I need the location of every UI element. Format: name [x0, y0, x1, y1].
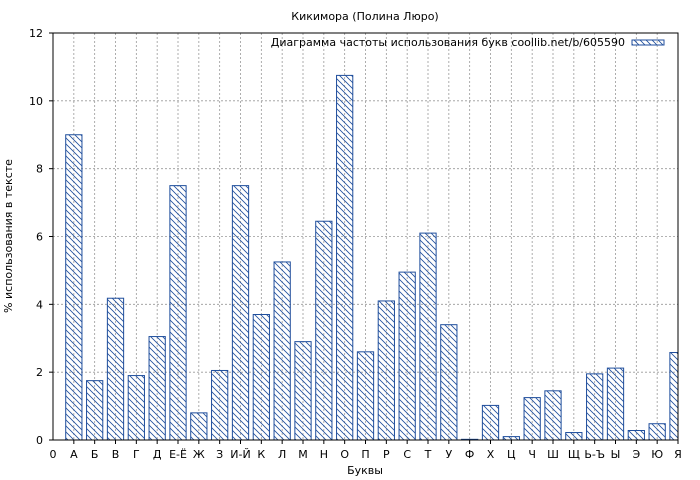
bar-3 — [106, 297, 125, 441]
bar-17 — [398, 271, 416, 441]
y-tick-label: 2 — [36, 366, 43, 379]
x-tick-label: Ш — [547, 448, 559, 461]
x-tick-label: Д — [153, 448, 162, 461]
bar-30 — [669, 351, 679, 441]
chart-title: Кикимора (Полина Люро) — [291, 10, 438, 23]
x-tick-label: Ь-Ъ — [584, 448, 605, 461]
x-tick-label: Ф — [465, 448, 474, 461]
bar-24 — [544, 390, 562, 441]
x-tick-label: Н — [320, 448, 328, 461]
y-tick-label: 10 — [29, 95, 43, 108]
x-tick-label: К — [257, 448, 265, 461]
bar-5 — [148, 336, 166, 441]
x-tick-label: Ч — [528, 448, 536, 461]
bar-11 — [273, 261, 291, 441]
y-tick-label: 12 — [29, 27, 43, 40]
x-tick-label: Я — [674, 448, 682, 461]
bar-8 — [211, 369, 229, 441]
x-tick-label: Р — [383, 448, 390, 461]
bar-13 — [315, 220, 333, 441]
x-tick-label: О — [340, 448, 349, 461]
bar-7 — [190, 412, 208, 441]
x-tick-label: С — [403, 448, 411, 461]
y-tick-label: 6 — [36, 231, 43, 244]
x-tick-label-origin: 0 — [50, 448, 57, 461]
bar-27 — [606, 367, 625, 441]
bar-14 — [336, 74, 354, 441]
y-axis: 0 2 4 6 8 10 12 — [29, 27, 53, 447]
legend: Диаграмма частоты использования букв coo… — [271, 36, 665, 49]
x-tick-label: З — [216, 448, 223, 461]
bar-4 — [127, 375, 145, 441]
bar-25 — [565, 432, 583, 441]
x-tick-label: Т — [424, 448, 432, 461]
bar-29 — [648, 423, 666, 441]
bar-15 — [356, 351, 375, 441]
x-tick-label: Б — [91, 448, 99, 461]
y-tick-label: 4 — [36, 298, 43, 311]
bar-16 — [377, 300, 395, 441]
x-tick-label: Ц — [507, 448, 516, 461]
x-tick-label: Г — [133, 448, 140, 461]
legend-label: Диаграмма частоты использования букв coo… — [271, 36, 625, 49]
bar-6 — [169, 185, 187, 441]
x-tick-label: Х — [487, 448, 495, 461]
bar-21 — [481, 404, 500, 441]
y-tick-label: 0 — [36, 434, 43, 447]
x-tick-label: Ю — [651, 448, 663, 461]
x-tick-label: И-Й — [230, 448, 250, 461]
bar-18 — [419, 232, 437, 441]
bar-1 — [65, 134, 83, 441]
x-tick-label: М — [298, 448, 308, 461]
x-tick-label: Э — [632, 448, 640, 461]
bar-22 — [502, 436, 520, 441]
y-tick-label: 8 — [36, 163, 43, 176]
x-tick-label: Щ — [568, 448, 580, 461]
x-tick-label: У — [445, 448, 452, 461]
y-axis-label: % использования в тексте — [2, 159, 15, 313]
x-tick-label: А — [70, 448, 78, 461]
x-tick-label: П — [361, 448, 369, 461]
bar-10 — [252, 314, 270, 441]
x-axis: 0 А Б В Г Д Е-Ё Ж З И-Й К Л М Н О П Р С Т У Ф Х Ц Ч Ш Щ Ь-Ъ Ы Э Ю Я — [50, 440, 682, 461]
x-tick-label: Ж — [193, 448, 205, 461]
x-axis-label: Буквы — [347, 464, 383, 477]
bar-9 — [231, 185, 250, 441]
bar-2 — [86, 380, 104, 441]
legend-swatch — [631, 39, 665, 46]
x-tick-label: Л — [278, 448, 286, 461]
x-tick-label: Ы — [611, 448, 621, 461]
bar-28 — [627, 430, 645, 441]
bar-23 — [523, 397, 541, 441]
x-tick-label: В — [112, 448, 120, 461]
bar-19 — [440, 324, 458, 441]
bar-26 — [586, 373, 604, 441]
x-tick-label: Е-Ё — [169, 448, 187, 461]
bar-12 — [294, 341, 312, 441]
